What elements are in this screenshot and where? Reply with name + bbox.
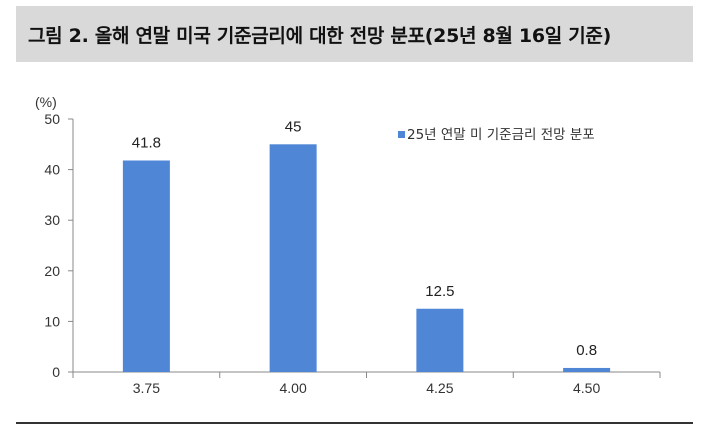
legend: 25년 연말 미 기준금리 전망 분포: [398, 127, 595, 143]
bar-value-label: 0.8: [576, 342, 597, 359]
bar: [563, 367, 611, 372]
bars: 41.8 45 12.5 0.8: [122, 118, 611, 372]
bar: [122, 160, 170, 372]
title-bar: 그림 2. 올해 연말 미국 기준금리에 대한 전망 분포(25년 8월 16일…: [16, 6, 693, 62]
x-tick-label: 4.00: [280, 380, 307, 396]
y-axis-unit-label: (%): [35, 94, 57, 110]
legend-label: 25년 연말 미 기준금리 전망 분포: [407, 127, 595, 143]
figure-title: 그림 2. 올해 연말 미국 기준금리에 대한 전망 분포(25년 8월 16일…: [28, 24, 611, 47]
bar-value-label: 41.8: [132, 134, 161, 151]
y-tick-label: 0: [52, 364, 60, 380]
y-tick-label: 30: [44, 212, 60, 228]
bar-value-label: 45: [285, 118, 302, 135]
y-tick-label: 40: [44, 162, 60, 178]
bar: [416, 308, 464, 372]
y-tick-label: 50: [44, 111, 60, 127]
x-tick-label: 4.50: [573, 380, 600, 396]
bar-value-label: 12.5: [425, 283, 454, 300]
bar: [269, 144, 317, 372]
y-tick-label: 20: [44, 263, 60, 279]
x-tick-label: 3.75: [133, 380, 160, 396]
x-axis: 3.75 4.00 4.25 4.50: [72, 371, 661, 396]
y-axis: 0 10 20 30 40 50: [44, 111, 74, 380]
legend-swatch: [398, 131, 405, 138]
bottom-rule: [16, 422, 693, 424]
y-tick-label: 10: [44, 313, 60, 329]
x-tick-label: 4.25: [426, 380, 453, 396]
